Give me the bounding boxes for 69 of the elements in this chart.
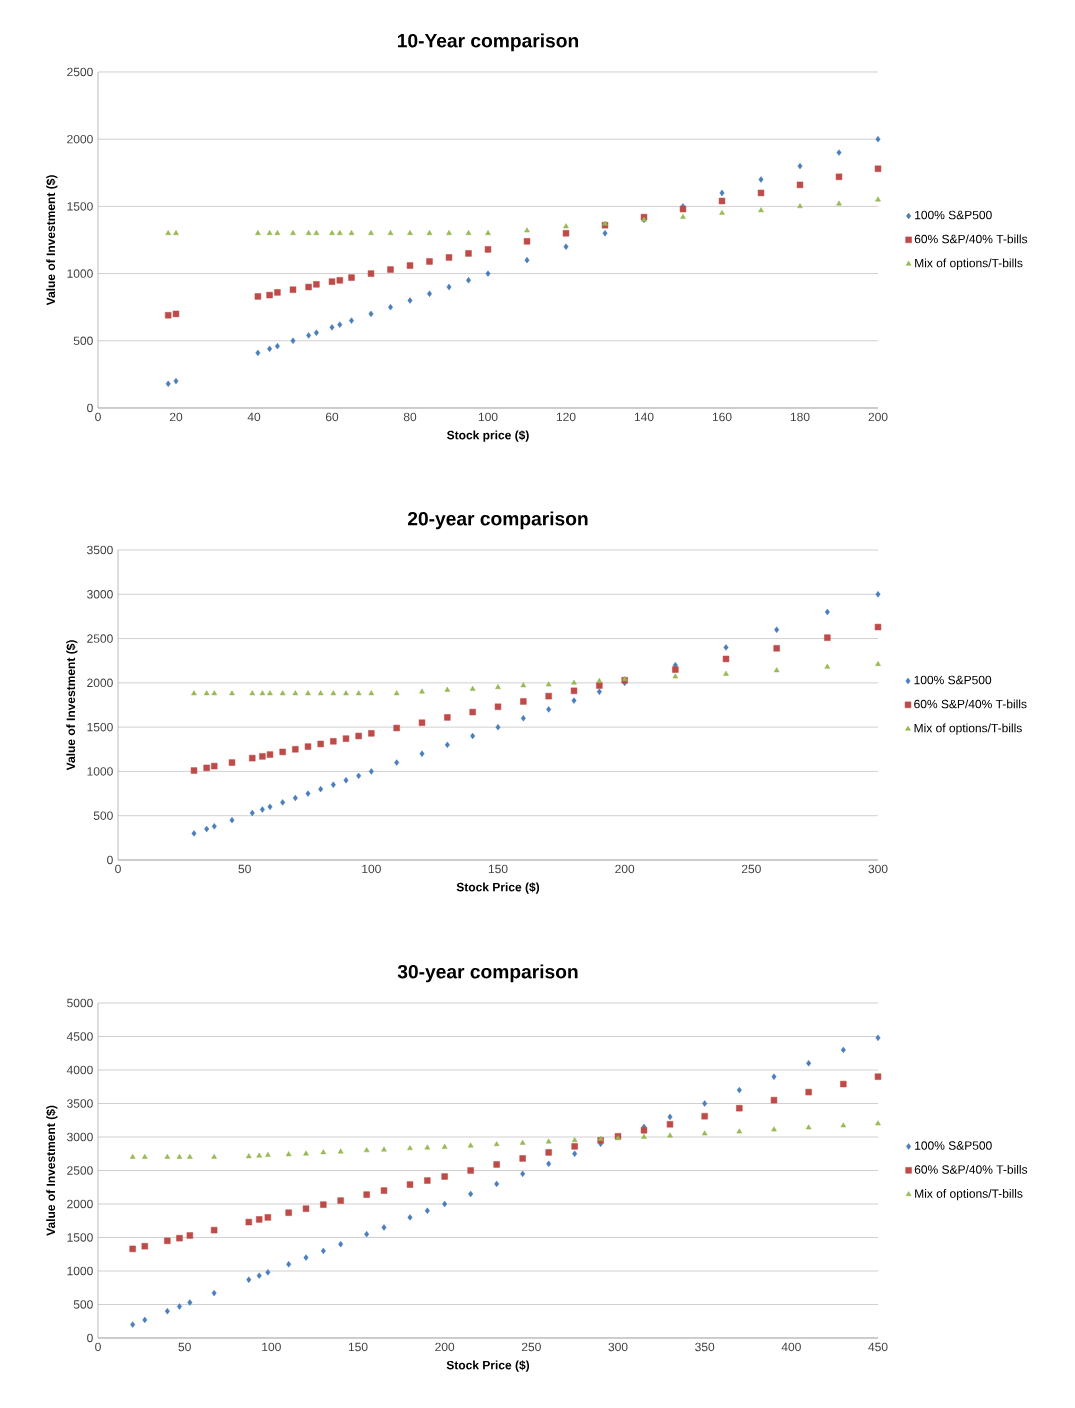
x-tick-label: 80 bbox=[403, 412, 417, 422]
x-axis-title: Stock Price ($) bbox=[456, 882, 540, 894]
x-tick-label: 300 bbox=[608, 1342, 628, 1352]
y-tick-label: 0 bbox=[107, 855, 113, 865]
legend-label: 60% S&P/40% T-bills bbox=[914, 699, 1027, 709]
x-tick-label: 50 bbox=[178, 1342, 191, 1352]
y-tick-label: 3000 bbox=[67, 1132, 93, 1142]
y-tick-label: 2000 bbox=[67, 134, 93, 144]
legend-label: 100% S&P500 bbox=[915, 210, 992, 220]
x-tick-label: 140 bbox=[634, 412, 654, 422]
y-tick-label: 4000 bbox=[66, 1065, 93, 1075]
y-tick-label: 2000 bbox=[67, 1199, 93, 1209]
chart-title: 30-year comparison bbox=[397, 964, 578, 983]
y-tick-label: 0 bbox=[87, 403, 93, 413]
y-axis-title: Value of Investment ($) bbox=[46, 175, 58, 306]
x-tick-label: 250 bbox=[741, 864, 761, 874]
legend-label: 100% S&P500 bbox=[914, 675, 992, 685]
x-tick-label: 100 bbox=[478, 412, 498, 422]
x-tick-label: 450 bbox=[868, 1342, 888, 1352]
x-tick-label: 150 bbox=[488, 864, 508, 874]
y-tick-label: 2000 bbox=[87, 678, 113, 688]
x-tick-label: 400 bbox=[781, 1342, 801, 1352]
chart-title: 10-Year comparison bbox=[397, 33, 579, 52]
x-tick-label: 200 bbox=[435, 1342, 455, 1352]
legend-label: Mix of options/T-bills bbox=[915, 1189, 1023, 1201]
y-tick-label: 2500 bbox=[67, 67, 93, 77]
y-tick-label: 2500 bbox=[67, 1166, 93, 1175]
x-tick-label: 120 bbox=[556, 412, 576, 422]
y-tick-label: 2500 bbox=[87, 634, 113, 643]
legend-label: Mix of options/T-bills bbox=[914, 723, 1022, 735]
y-tick-label: 1000 bbox=[87, 767, 113, 776]
x-tick-label: 50 bbox=[238, 864, 251, 874]
legend-label: 60% S&P/40% T-bills bbox=[914, 234, 1028, 244]
x-tick-label: 200 bbox=[868, 412, 888, 422]
y-tick-label: 4500 bbox=[66, 1032, 93, 1041]
x-tick-label: 20 bbox=[169, 412, 183, 422]
x-tick-label: 250 bbox=[521, 1342, 541, 1352]
x-tick-label: 350 bbox=[695, 1342, 715, 1352]
y-axis-title: Value of Investment ($) bbox=[66, 640, 78, 771]
x-tick-label: 180 bbox=[790, 412, 810, 422]
y-tick-label: 3000 bbox=[87, 590, 113, 599]
y-tick-label: 3500 bbox=[67, 1099, 93, 1108]
x-tick-label: 40 bbox=[247, 412, 261, 422]
chart-title: 20-year comparison bbox=[407, 511, 588, 530]
y-tick-label: 500 bbox=[93, 811, 113, 820]
x-tick-label: 160 bbox=[712, 412, 732, 422]
y-tick-label: 1500 bbox=[67, 1233, 93, 1242]
x-axis-title: Stock Price ($) bbox=[446, 1360, 530, 1372]
y-tick-label: 3500 bbox=[87, 545, 113, 555]
y-tick-label: 1000 bbox=[67, 1266, 93, 1276]
y-tick-label: 1500 bbox=[67, 202, 93, 211]
y-axis-title: Value of Investment ($) bbox=[46, 1105, 58, 1236]
x-tick-label: 100 bbox=[362, 864, 381, 874]
x-tick-label: 300 bbox=[868, 864, 888, 874]
x-tick-label: 100 bbox=[262, 1342, 281, 1352]
y-tick-label: 1000 bbox=[67, 269, 93, 278]
legend-label: 60% S&P/40% T-bills bbox=[914, 1164, 1028, 1174]
x-tick-label: 150 bbox=[348, 1342, 368, 1352]
x-tick-label: 60 bbox=[325, 412, 339, 422]
x-axis-title: Stock price ($) bbox=[447, 430, 529, 442]
y-tick-label: 500 bbox=[73, 336, 93, 346]
y-tick-label: 5000 bbox=[67, 998, 93, 1008]
x-tick-label: 0 bbox=[115, 864, 121, 874]
legend-label: Mix of options/T-bills bbox=[915, 258, 1023, 270]
y-tick-label: 1500 bbox=[87, 722, 113, 732]
y-tick-label: 500 bbox=[73, 1300, 93, 1309]
legend-label: 100% S&P500 bbox=[915, 1141, 992, 1150]
y-tick-label: 0 bbox=[87, 1333, 93, 1343]
x-tick-label: 200 bbox=[615, 864, 635, 874]
